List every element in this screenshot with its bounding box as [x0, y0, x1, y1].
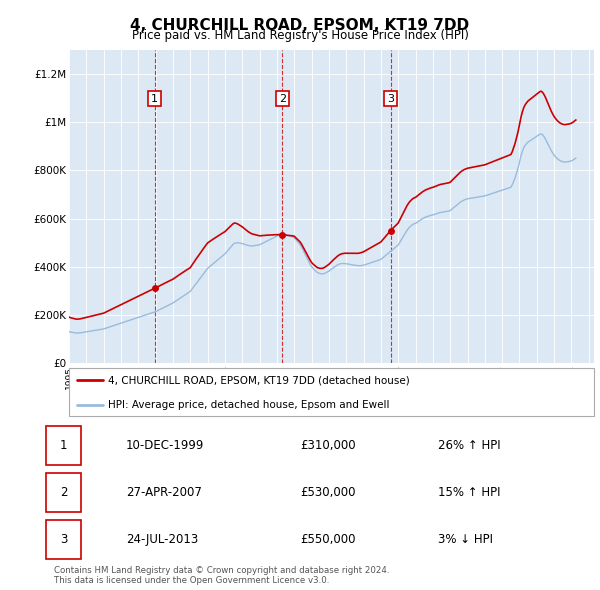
Text: 10-DEC-1999: 10-DEC-1999 — [126, 439, 205, 452]
Text: 24-JUL-2013: 24-JUL-2013 — [126, 533, 198, 546]
Text: 3: 3 — [60, 533, 67, 546]
Text: 3: 3 — [387, 94, 394, 104]
Text: 26% ↑ HPI: 26% ↑ HPI — [438, 439, 500, 452]
Text: £310,000: £310,000 — [300, 439, 356, 452]
Text: Contains HM Land Registry data © Crown copyright and database right 2024.
This d: Contains HM Land Registry data © Crown c… — [54, 566, 389, 585]
Text: 15% ↑ HPI: 15% ↑ HPI — [438, 486, 500, 499]
FancyBboxPatch shape — [69, 368, 594, 416]
Text: Price paid vs. HM Land Registry's House Price Index (HPI): Price paid vs. HM Land Registry's House … — [131, 30, 469, 42]
Text: 27-APR-2007: 27-APR-2007 — [126, 486, 202, 499]
Text: 1: 1 — [151, 94, 158, 104]
Text: 2: 2 — [279, 94, 286, 104]
Text: HPI: Average price, detached house, Epsom and Ewell: HPI: Average price, detached house, Epso… — [109, 400, 390, 410]
Text: 1: 1 — [60, 439, 67, 452]
Text: 2: 2 — [60, 486, 67, 499]
Text: £530,000: £530,000 — [300, 486, 355, 499]
Text: 3% ↓ HPI: 3% ↓ HPI — [438, 533, 493, 546]
Text: £550,000: £550,000 — [300, 533, 355, 546]
Text: 4, CHURCHILL ROAD, EPSOM, KT19 7DD: 4, CHURCHILL ROAD, EPSOM, KT19 7DD — [130, 18, 470, 32]
Text: 4, CHURCHILL ROAD, EPSOM, KT19 7DD (detached house): 4, CHURCHILL ROAD, EPSOM, KT19 7DD (deta… — [109, 375, 410, 385]
